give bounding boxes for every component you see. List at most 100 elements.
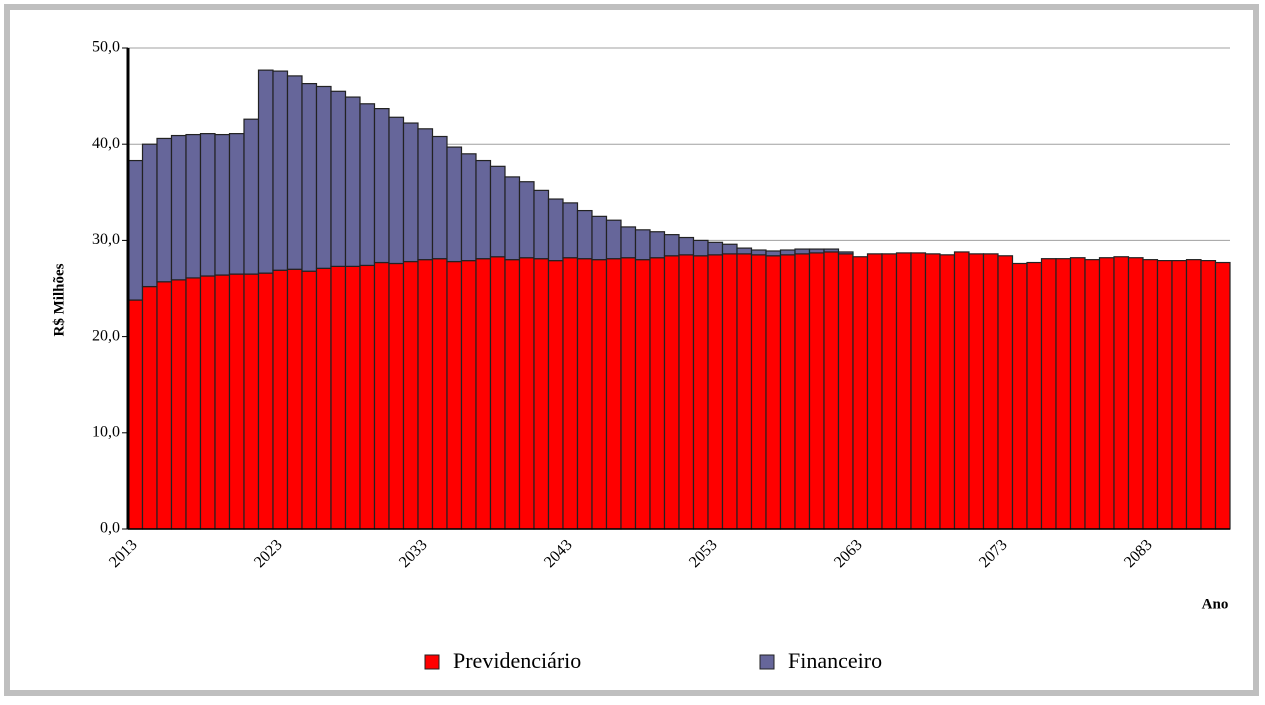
bar-segment — [895, 252, 912, 530]
bar-segment — [518, 257, 535, 530]
bar-segment — [141, 143, 158, 288]
bar-segment — [533, 189, 550, 260]
bar-segment — [707, 254, 724, 530]
bar-segment — [330, 90, 347, 267]
bar-segment — [837, 253, 854, 530]
bar-segment — [359, 103, 376, 267]
bar-segment — [504, 259, 521, 530]
bar-segment — [765, 255, 782, 530]
bar-segment — [214, 274, 231, 530]
bar-segment — [605, 258, 622, 530]
bar-segment — [1142, 259, 1159, 530]
bar-segment — [185, 277, 202, 530]
bar-segment — [707, 241, 724, 256]
bar-segment — [1026, 261, 1043, 530]
bar-segment — [562, 202, 579, 259]
bar-segment — [591, 215, 608, 261]
bar-segment — [388, 262, 405, 530]
bar-segment — [939, 254, 956, 530]
bar-segment — [286, 75, 303, 270]
bar-segment — [185, 133, 202, 279]
bar-segment — [214, 133, 231, 276]
bar-segment — [736, 247, 753, 255]
bar-segment — [649, 257, 666, 530]
bar-segment — [576, 258, 593, 530]
bar-segment — [794, 248, 811, 255]
bar-segment — [228, 133, 245, 275]
y-tick-label: 30,0 — [92, 231, 120, 248]
bar-segment — [301, 82, 318, 272]
bar-segment — [1200, 260, 1217, 530]
y-tick-label: 10,0 — [92, 423, 120, 440]
bar-segment — [344, 265, 361, 530]
bar-segment — [243, 273, 260, 530]
bar-segment — [953, 251, 970, 530]
bar-segment — [721, 253, 738, 530]
bar-segment — [1069, 257, 1086, 530]
bar-segment — [910, 252, 927, 530]
bar-segment — [663, 255, 680, 530]
bar-segment — [678, 236, 695, 256]
bar-segment — [417, 128, 434, 261]
y-tick-label: 40,0 — [92, 135, 120, 152]
bar-segment — [765, 250, 782, 257]
bar-segment — [924, 253, 941, 530]
bar-segment — [591, 259, 608, 530]
bar-segment — [837, 251, 854, 255]
bar-segment — [301, 270, 318, 530]
bar-segment — [562, 257, 579, 530]
bar-segment — [808, 248, 825, 254]
bar-segment — [678, 254, 695, 530]
bar-segment — [373, 261, 390, 530]
bar-segment — [373, 108, 390, 264]
x-axis-label: Ano — [1202, 596, 1229, 612]
bar-segment — [315, 267, 332, 530]
bar-segment — [460, 153, 477, 262]
bar-segment — [388, 116, 405, 265]
y-tick-label: 0,0 — [100, 520, 120, 537]
bar-segment — [750, 249, 767, 256]
bar-segment — [823, 251, 840, 530]
bar-segment — [1214, 261, 1231, 530]
bar-segment — [431, 135, 448, 260]
bar-segment — [257, 69, 274, 274]
bar-segment — [257, 272, 274, 530]
bar-segment — [794, 253, 811, 530]
bar-segment — [446, 260, 463, 530]
bar-segment — [446, 146, 463, 263]
bar-segment — [692, 255, 709, 530]
bar-segment — [663, 234, 680, 257]
bar-segment — [1084, 259, 1101, 530]
bar-segment — [199, 275, 216, 530]
bar-segment — [402, 260, 419, 530]
bar-segment — [272, 269, 289, 530]
bar-segment — [402, 122, 419, 263]
bar-segment — [228, 273, 245, 530]
bar-segment — [692, 239, 709, 257]
bar-segment — [620, 226, 637, 259]
bar-segment — [141, 285, 158, 530]
bar-segment — [475, 258, 492, 530]
bar-segment — [1127, 257, 1144, 530]
bar-segment — [823, 248, 840, 253]
legend-label: Financeiro — [788, 648, 882, 673]
y-tick-label: 20,0 — [92, 327, 120, 344]
bar-segment — [576, 209, 593, 260]
bar-segment — [779, 249, 796, 256]
bar-segment — [489, 165, 506, 258]
bar-segment — [417, 259, 434, 530]
bar-segment — [997, 255, 1014, 530]
bar-segment — [170, 134, 187, 281]
bar-segment — [808, 252, 825, 530]
legend-swatch — [424, 654, 440, 670]
bar-segment — [1171, 260, 1188, 530]
y-tick-label: 50,0 — [92, 39, 120, 56]
bar-segment — [489, 256, 506, 530]
bar-segment — [533, 258, 550, 530]
bar-segment — [1113, 256, 1130, 530]
bar-segment — [547, 260, 564, 530]
bar-segment — [1011, 262, 1028, 530]
bar-segment — [736, 253, 753, 530]
bar-segment — [330, 265, 347, 530]
